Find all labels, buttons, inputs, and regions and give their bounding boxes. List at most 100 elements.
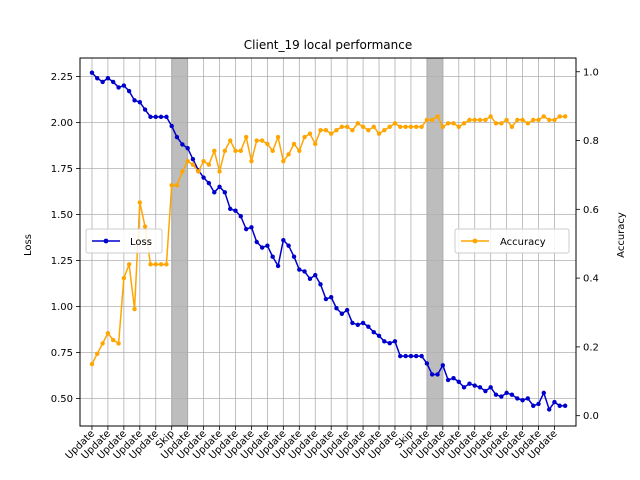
accuracy-point-16: [174, 183, 180, 188]
y-left-tick-label-2: 1.00: [51, 302, 73, 313]
accuracy-point-11: [148, 262, 153, 267]
accuracy-point-49: [350, 128, 355, 133]
accuracy-point-79: [509, 124, 515, 129]
legend-accuracy: Accuracy: [454, 228, 570, 254]
loss-point-34: [270, 254, 275, 259]
loss-point-79: [509, 392, 515, 397]
loss-point-10: [142, 107, 148, 112]
loss-point-23: [212, 190, 217, 195]
accuracy-point-9: [137, 200, 143, 205]
loss-point-81: [520, 398, 525, 403]
accuracy-point-13: [158, 262, 164, 267]
accuracy-point-7: [126, 262, 132, 267]
loss-point-5: [116, 85, 121, 90]
accuracy-point-72: [472, 117, 477, 123]
loss-point-29: [243, 226, 249, 232]
accuracy-point-4: [110, 337, 116, 343]
accuracy-point-34: [270, 148, 275, 154]
accuracy-point-71: [467, 117, 472, 123]
accuracy-point-47: [339, 124, 345, 129]
y-right-tick-label-4: 0.8: [583, 136, 599, 147]
accuracy-point-85: [541, 114, 546, 119]
y-axis-label-right: Accuracy: [616, 212, 627, 258]
loss-point-45: [328, 295, 334, 300]
loss-point-55: [382, 339, 387, 344]
accuracy-point-70: [461, 121, 467, 126]
y-right-tick-label-0: 0.0: [583, 411, 599, 422]
loss-point-49: [350, 320, 355, 326]
accuracy-point-73: [477, 117, 483, 123]
legend-loss: Loss: [85, 228, 163, 254]
accuracy-point-75: [488, 114, 493, 119]
accuracy-point-48: [344, 124, 350, 129]
loss-point-76: [493, 392, 499, 397]
accuracy-point-87: [552, 117, 557, 123]
legend-loss-label: Loss: [130, 237, 152, 248]
accuracy-point-51: [360, 124, 366, 129]
loss-point-15: [169, 123, 174, 129]
accuracy-point-15: [169, 183, 174, 188]
loss-point-80: [515, 396, 520, 401]
accuracy-point-25: [222, 148, 228, 154]
y-axis-label-left: Loss: [23, 234, 34, 256]
loss-point-82: [525, 396, 531, 401]
y-right-tick-label-2: 0.4: [583, 274, 599, 285]
loss-point-51: [360, 320, 366, 326]
accuracy-point-37: [286, 152, 291, 157]
loss-point-41: [307, 276, 313, 281]
y-left-tick-label-5: 1.75: [51, 164, 73, 175]
loss-point-26: [228, 206, 233, 212]
accuracy-point-41: [307, 131, 313, 136]
accuracy-point-3: [105, 330, 111, 336]
loss-point-43: [318, 282, 323, 287]
accuracy-point-76: [493, 121, 499, 126]
loss-point-35: [275, 263, 281, 269]
loss-point-62: [419, 353, 424, 359]
accuracy-point-59: [403, 124, 408, 129]
loss-point-52: [366, 324, 371, 329]
accuracy-point-52: [366, 128, 371, 133]
loss-point-2: [100, 79, 105, 85]
accuracy-point-20: [196, 169, 201, 174]
accuracy-point-64: [429, 117, 435, 123]
loss-point-89: [562, 403, 568, 408]
loss-point-18: [185, 145, 190, 151]
accuracy-point-1: [95, 351, 100, 356]
chart-title: Client_19 local performance: [244, 38, 412, 52]
loss-point-75: [488, 385, 493, 390]
accuracy-point-0: [89, 361, 95, 367]
loss-point-4: [110, 79, 116, 85]
accuracy-point-22: [206, 162, 212, 167]
loss-point-31: [254, 239, 259, 245]
accuracy-point-81: [520, 117, 525, 123]
loss-point-12: [153, 114, 158, 120]
accuracy-point-40: [302, 134, 307, 140]
accuracy-point-2: [100, 341, 105, 346]
loss-point-17: [180, 142, 185, 147]
loss-point-6: [121, 83, 127, 88]
loss-point-38: [291, 254, 297, 259]
loss-point-78: [504, 390, 509, 396]
accuracy-point-86: [547, 117, 552, 123]
loss-point-61: [413, 353, 419, 359]
loss-point-83: [531, 403, 536, 408]
loss-point-28: [238, 214, 243, 219]
loss-point-85: [541, 390, 546, 396]
loss-point-56: [387, 341, 392, 346]
accuracy-point-36: [281, 158, 286, 164]
y-right-tick-label-5: 1.0: [583, 67, 599, 78]
accuracy-point-62: [419, 124, 424, 129]
loss-point-7: [126, 88, 132, 94]
accuracy-point-88: [557, 114, 562, 119]
y-right-tick-label-1: 0.2: [583, 342, 599, 353]
loss-point-24: [217, 184, 222, 189]
accuracy-point-38: [291, 141, 297, 147]
accuracy-point-33: [265, 141, 270, 147]
accuracy-point-63: [424, 117, 430, 123]
loss-point-87: [552, 399, 557, 405]
accuracy-point-82: [525, 121, 531, 126]
accuracy-point-29: [243, 134, 249, 140]
y-left-tick-label-6: 2.00: [51, 118, 73, 129]
accuracy-point-12: [153, 262, 158, 267]
loss-point-21: [201, 175, 206, 180]
